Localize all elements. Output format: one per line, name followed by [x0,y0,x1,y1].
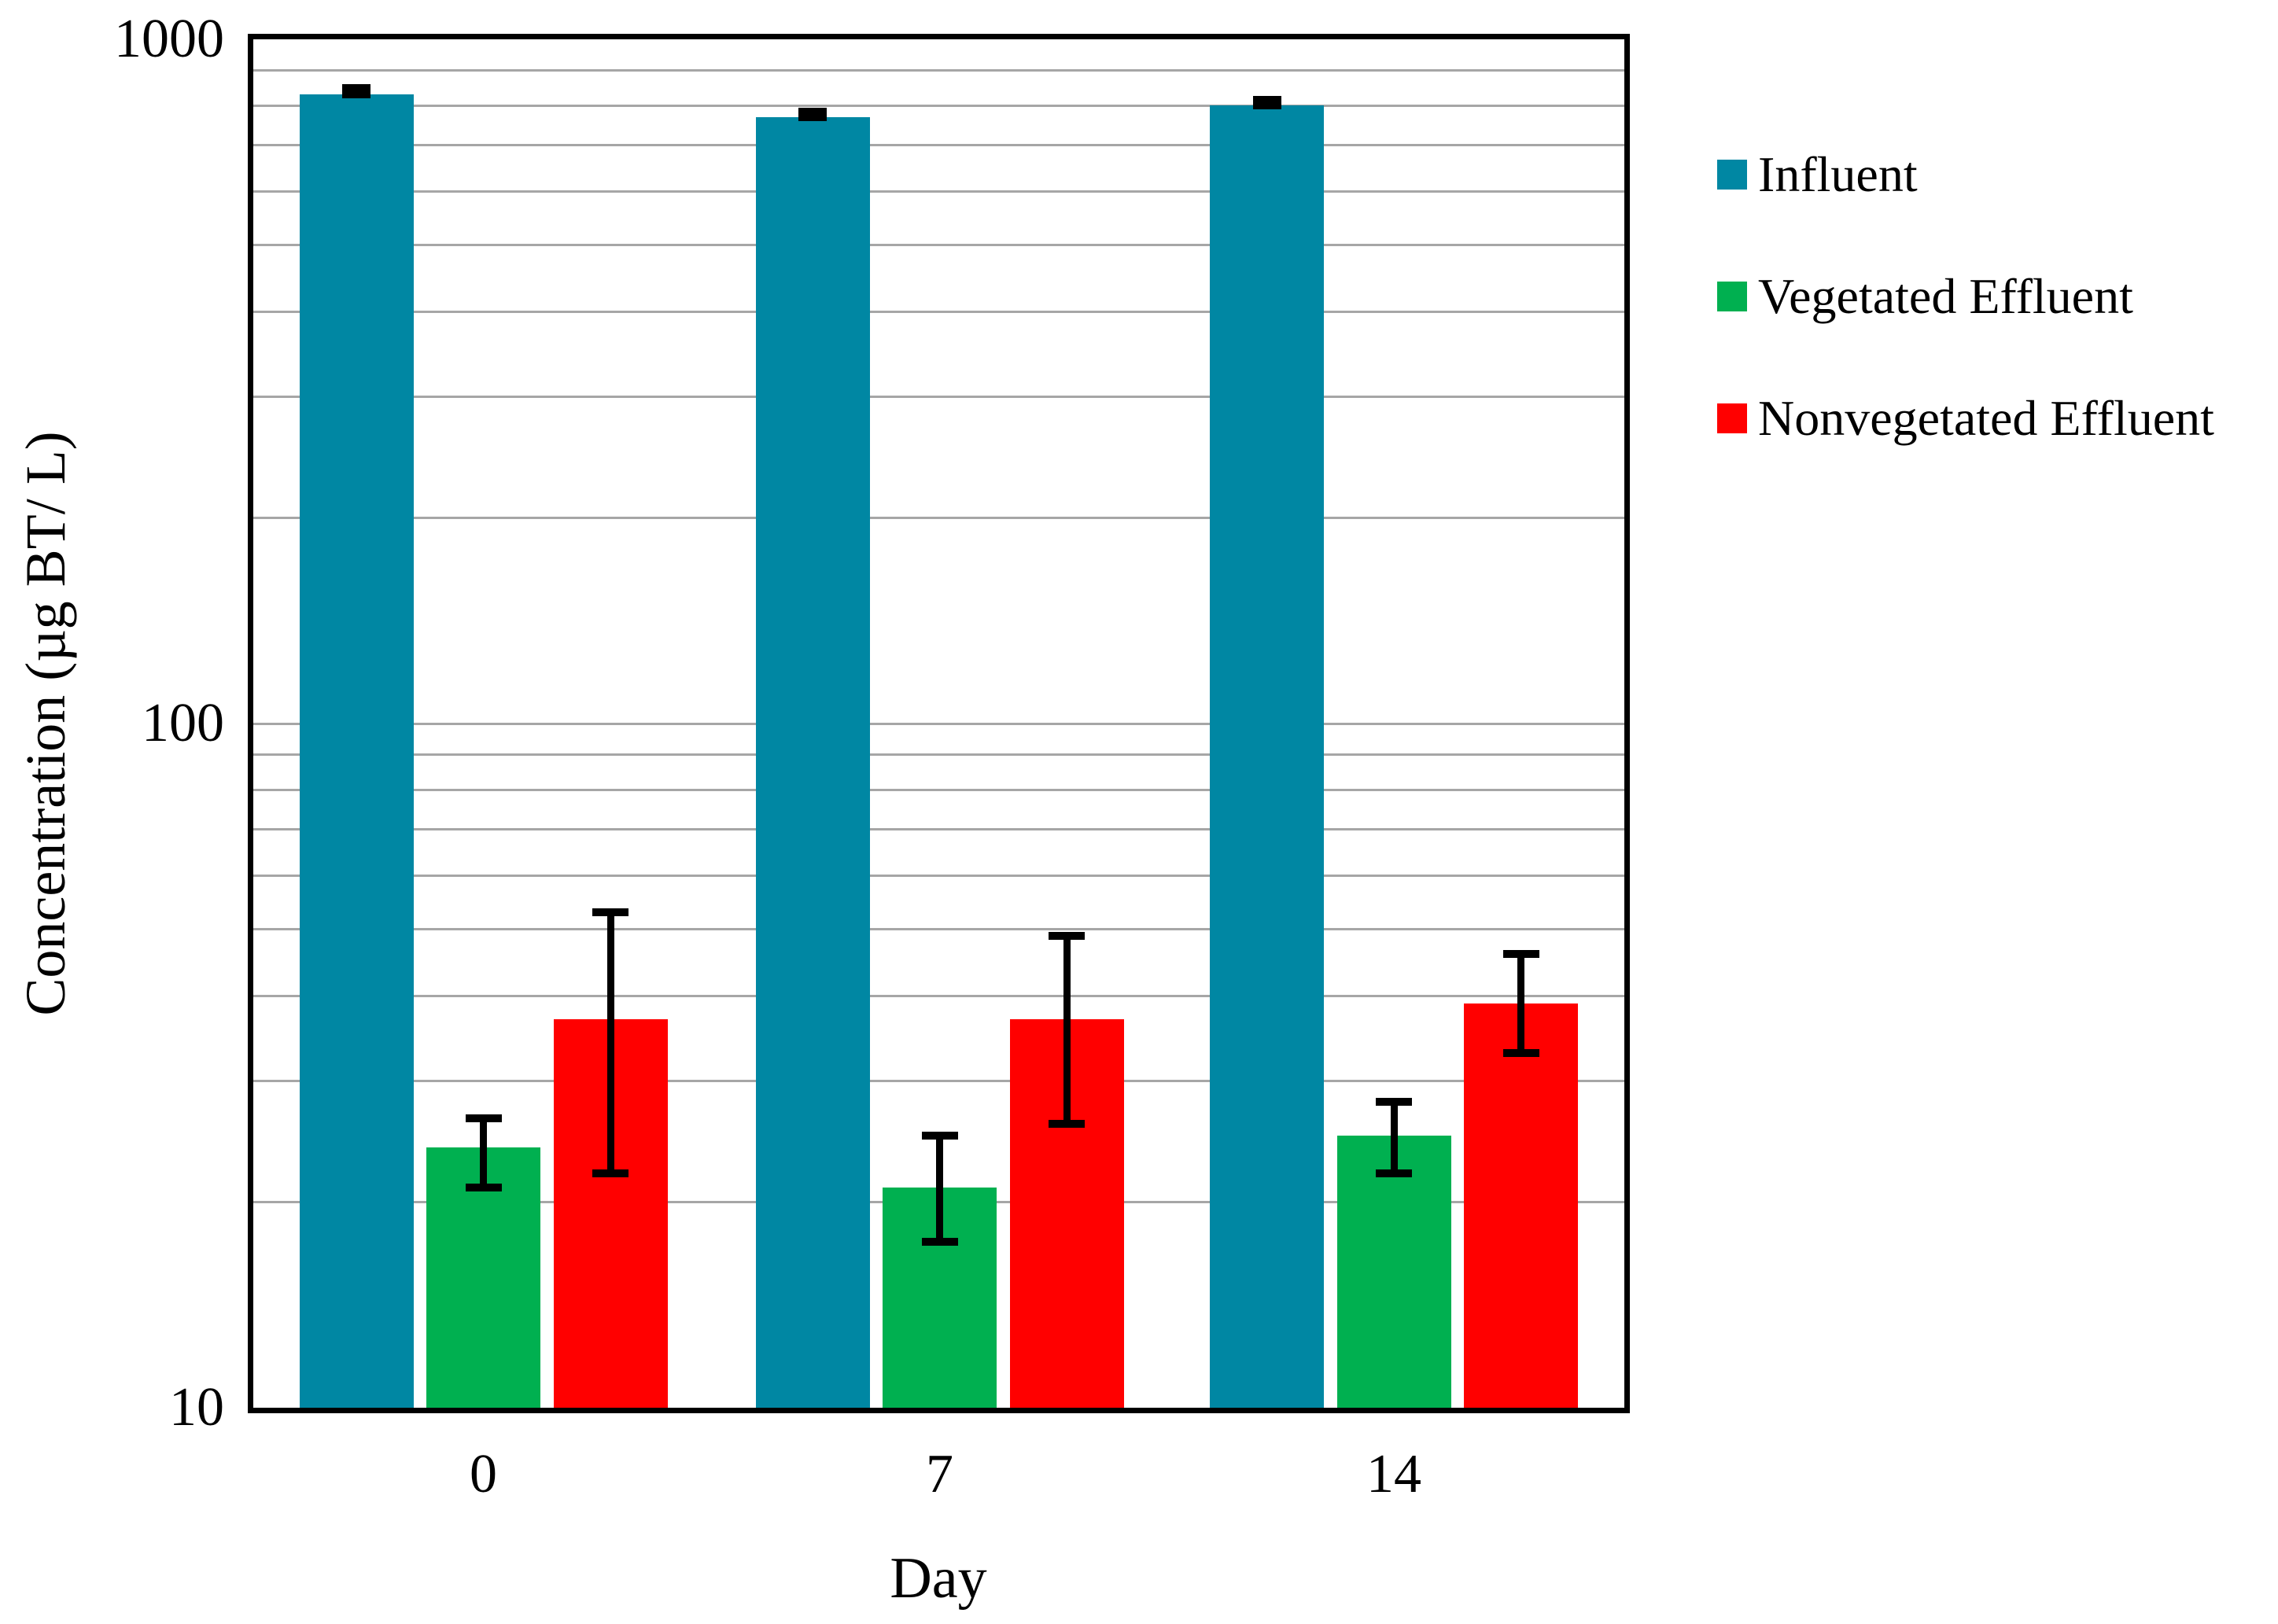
error-bar-cap [1049,1119,1085,1128]
legend-swatch-icon [1717,160,1747,190]
gridline-90 [253,753,1624,757]
error-bar-cap [1252,96,1281,105]
gridline-40 [253,994,1624,997]
error-bar-cap [342,84,370,93]
legend-label: Influent [1758,146,1918,202]
gridline-600 [253,190,1624,193]
bar-influent-day14 [1210,105,1324,1408]
gridline-300 [253,396,1624,399]
legend-item-nonvegetated-effluent: Nonvegetated Effluent [1717,391,2214,446]
legend-swatch-icon [1717,282,1747,311]
legend: Influent Vegetated Effluent Nonvegetated E… [1717,147,2214,446]
bar-vegetated-effluent-day14 [1336,1135,1451,1408]
legend-item-vegetated-effluent: Vegetated Effluent [1717,269,2214,324]
error-bar-cap [1502,1048,1539,1057]
error-bar [606,911,614,1174]
error-bar-cap [342,90,370,99]
bar-influent-day0 [299,94,414,1408]
error-bar-cap [1049,931,1085,940]
gridline-80 [253,788,1624,791]
legend-label: Vegetated Effluent [1758,268,2133,324]
error-bar-cap [1502,950,1539,959]
gridline-100 [253,722,1624,725]
error-bar-cap [1376,1169,1412,1178]
error-bar [1517,954,1524,1053]
gridline-800 [253,104,1624,107]
gridline-700 [253,144,1624,147]
x-tick-label-14: 14 [1366,1444,1421,1504]
error-bar-cap [592,1169,628,1178]
error-bar-cap [921,1237,958,1246]
error-bar-cap [921,1131,958,1140]
error-bar-cap [798,108,827,116]
gridline-70 [253,828,1624,831]
gridline-500 [253,244,1624,247]
y-tick-label-100: 100 [142,693,224,753]
gridline-400 [253,310,1624,313]
error-bar-cap [798,112,827,121]
error-bar [1390,1101,1398,1174]
error-bar-cap [465,1114,502,1122]
error-bar-cap [1376,1097,1412,1106]
error-bar [1063,935,1071,1124]
error-bar-cap [592,908,628,916]
gridline-50 [253,928,1624,931]
y-tick-label-10: 10 [169,1377,224,1438]
legend-swatch-icon [1717,403,1747,433]
gridline-60 [253,874,1624,877]
x-tick-label-0: 0 [470,1444,497,1504]
legend-label: Nonvegetated Effluent [1758,390,2214,446]
error-bar [936,1135,943,1242]
error-bar-cap [1252,101,1281,110]
error-bar [480,1118,487,1188]
y-tick-label-1000: 1000 [114,9,224,69]
x-tick-label-7: 7 [926,1444,953,1504]
x-axis-title: Day [890,1546,987,1611]
bar-nonvegetated-effluent-day14 [1464,1003,1578,1408]
gridline-30 [253,1080,1624,1083]
gridline-200 [253,516,1624,519]
legend-item-influent: Influent [1717,147,2214,202]
error-bar-cap [465,1183,502,1191]
bar-influent-day7 [755,116,870,1408]
gridline-900 [253,69,1624,72]
plot-area [248,34,1630,1413]
